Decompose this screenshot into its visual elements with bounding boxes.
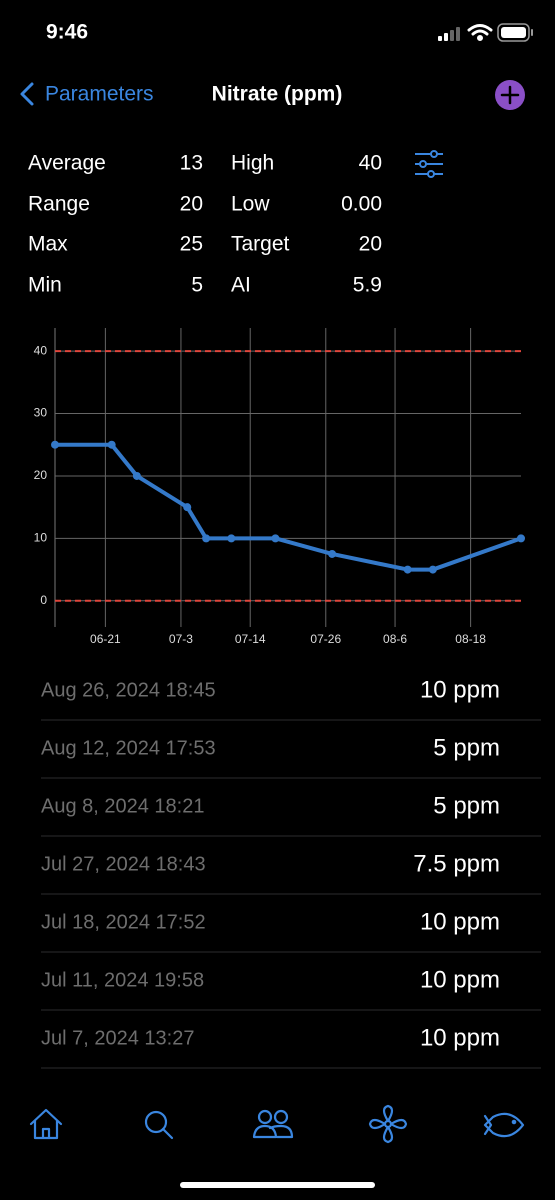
- entry-date: Jul 7, 2024 13:27: [41, 1027, 194, 1049]
- stat-label: Average: [28, 152, 106, 175]
- entry-date: Aug 12, 2024 17:53: [41, 737, 216, 759]
- wifi-icon: [467, 24, 493, 41]
- entry-date: Aug 8, 2024 18:21: [41, 795, 204, 817]
- entry-value: 7.5 ppm: [413, 850, 500, 877]
- entry-value: 10 ppm: [420, 908, 500, 935]
- entry-value: 10 ppm: [420, 966, 500, 993]
- status-time: 9:46: [46, 21, 88, 44]
- stat-label: Range: [28, 193, 90, 216]
- nav-title: Nitrate (ppm): [212, 83, 343, 106]
- stat-label: Min: [28, 274, 62, 297]
- entry-date: Jul 18, 2024 17:52: [41, 911, 206, 933]
- data-point: [271, 534, 280, 543]
- data-point: [51, 440, 59, 449]
- data-point: [403, 565, 412, 574]
- tab-bar: [29, 1104, 525, 1144]
- entry-value: 10 ppm: [420, 1024, 500, 1051]
- data-point: [132, 471, 141, 480]
- stat-value: 40: [359, 152, 382, 175]
- data-point: [183, 503, 192, 512]
- data-point: [202, 534, 211, 543]
- entry-date: Jul 27, 2024 18:43: [41, 853, 206, 875]
- signal-icon: [438, 27, 460, 41]
- back-button[interactable]: Parameters: [45, 83, 154, 106]
- y-tick-label: 10: [34, 531, 48, 545]
- entry-value: 10 ppm: [420, 676, 500, 703]
- data-point: [227, 534, 236, 543]
- tab-community[interactable]: [252, 1109, 294, 1139]
- x-tick-label: 06-21: [90, 632, 121, 646]
- x-tick-label: 07-14: [235, 632, 266, 646]
- stat-value: 0.00: [341, 193, 382, 216]
- stat-label: Max: [28, 233, 68, 256]
- entry-date: Aug 26, 2024 18:45: [41, 679, 216, 701]
- stat-value: 5: [191, 274, 203, 297]
- stat-value: 20: [359, 233, 382, 256]
- add-button[interactable]: [495, 80, 525, 110]
- data-line: [55, 442, 522, 572]
- stat-label: Low: [231, 193, 270, 216]
- x-tick-label: 07-3: [169, 632, 193, 646]
- stat-value: 13: [180, 152, 203, 175]
- chart: 0 10 20 30 40 06-21 07-3 07-14 07-26 08-6 08-18: [34, 328, 525, 646]
- x-tick-label: 07-26: [310, 632, 341, 646]
- stat-value: 20: [180, 193, 203, 216]
- tab-equipment[interactable]: [368, 1104, 408, 1144]
- home-indicator: [180, 1182, 375, 1188]
- stat-label: High: [231, 152, 274, 175]
- entry-list: Aug 26, 2024 18:45 10 ppm Aug 12, 2024 17:…: [41, 676, 541, 1069]
- stat-value: 25: [180, 233, 203, 256]
- stat-value: 5.9: [353, 274, 382, 297]
- x-tick-label: 08-6: [383, 632, 407, 646]
- y-tick-label: 0: [40, 593, 47, 607]
- data-point: [517, 534, 525, 543]
- data-point: [428, 565, 437, 574]
- tab-home[interactable]: [29, 1108, 63, 1140]
- entry-value: 5 ppm: [433, 734, 500, 761]
- y-tick-label: 20: [34, 468, 48, 482]
- entry-date: Jul 11, 2024 19:58: [41, 969, 204, 991]
- filter-button[interactable]: [415, 150, 443, 178]
- y-tick-label: 40: [34, 343, 48, 357]
- battery-icon: [497, 23, 533, 42]
- back-chevron[interactable]: [20, 82, 34, 106]
- data-point: [107, 440, 116, 449]
- stat-label: Target: [231, 233, 290, 256]
- entry-value: 5 ppm: [433, 792, 500, 819]
- stat-label: AI: [231, 274, 251, 297]
- data-point: [328, 549, 337, 558]
- y-tick-label: 30: [34, 406, 48, 420]
- tab-search[interactable]: [144, 1110, 174, 1140]
- tab-livestock[interactable]: [483, 1112, 525, 1138]
- stats: Average 13 High 40 Range 20 Low 0.00 Max 25 Target…: [28, 152, 382, 297]
- x-tick-label: 08-18: [455, 632, 486, 646]
